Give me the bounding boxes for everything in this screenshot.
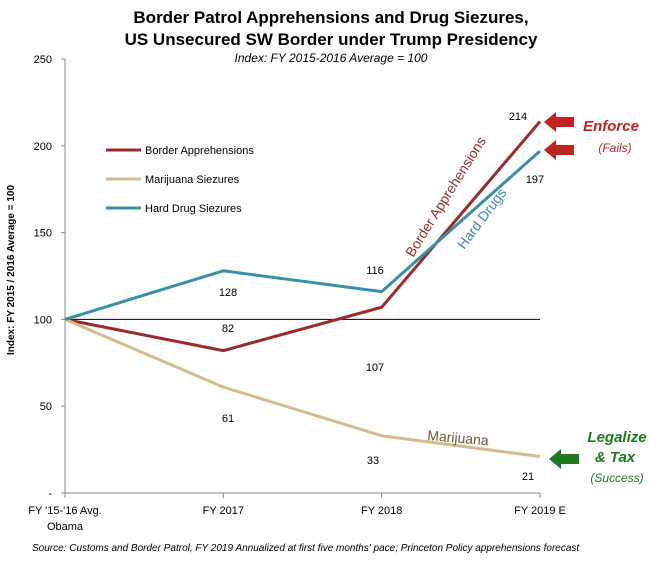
callout-enforce-sub: (Fails) [598,141,631,155]
enforce-arrow-lower [544,140,574,160]
x-tick-sublabel: Obama [47,521,84,533]
data-label: 21 [522,471,534,483]
data-label: 107 [366,362,384,374]
y-tick-label: 250 [34,54,52,66]
source-note: Source: Customs and Border Patrol, FY 20… [32,543,580,554]
callout-legalize: Legalize [587,429,646,446]
data-label: 82 [222,323,234,335]
x-tick-label: FY 2017 [203,505,244,517]
y-tick-label: - [48,488,52,500]
data-label: 116 [366,265,384,277]
y-tick-label: 50 [40,401,52,413]
chart-title-line1: Border Patrol Apprehensions and Drug Sie… [133,8,528,27]
callout-tax: & Tax [595,449,636,466]
data-label: 61 [222,413,234,425]
y-tick-label: 200 [34,141,52,153]
chart-subtitle: Index: FY 2015-2016 Average = 100 [235,51,428,65]
chart-title-line2: US Unsecured SW Border under Trump Presi… [125,30,538,49]
data-label: 214 [509,111,527,123]
legend-label: Marijuana Siezures [145,174,240,186]
series-line-border-apprehensions [64,120,542,353]
legend-label: Border Apprehensions [145,145,254,157]
legend-item-border-apprehensions: Border Apprehensions [106,145,254,157]
y-tick-label: 150 [34,228,52,240]
x-tick-label: FY '15-'16 Avg. [28,505,102,517]
enforce-arrow-upper [544,112,574,132]
series-line-hard-drugs [64,149,541,321]
data-label: 33 [367,455,379,467]
series-line-marijuana [64,318,541,459]
callout-legalize-sub: (Success) [590,471,643,485]
data-label: 128 [219,287,237,299]
legend-label: Hard Drug Siezures [145,203,242,215]
legalize-arrow [549,449,579,469]
legend-item-hard-drugs: Hard Drug Siezures [106,203,242,215]
annotation-marijuana: Marijuana [427,427,490,448]
callout-enforce: Enforce [583,118,639,135]
y-tick-label: 100 [34,314,52,326]
x-tick-label: FY 2018 [361,505,402,517]
legend-item-marijuana: Marijuana Siezures [106,174,240,186]
data-label: 197 [526,174,544,186]
y-axis-label: Index: FY 2015 / 2016 Average = 100 [6,185,17,355]
x-tick-label: FY 2019 E [514,505,566,517]
